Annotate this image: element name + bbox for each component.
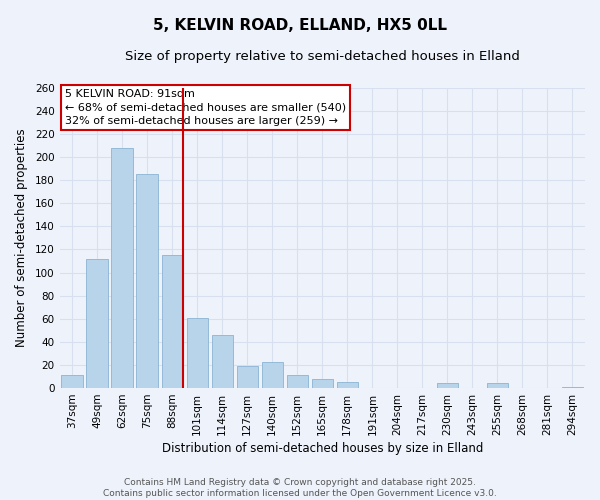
Bar xyxy=(86,258,108,388)
Bar xyxy=(212,335,233,388)
Y-axis label: Number of semi-detached properties: Number of semi-detached properties xyxy=(15,128,28,347)
Text: 5, KELVIN ROAD, ELLAND, HX5 0LL: 5, KELVIN ROAD, ELLAND, HX5 0LL xyxy=(153,18,447,32)
Title: Size of property relative to semi-detached houses in Elland: Size of property relative to semi-detach… xyxy=(125,50,520,63)
Bar xyxy=(487,384,508,388)
Bar xyxy=(112,148,133,388)
Bar xyxy=(287,376,308,388)
Bar xyxy=(337,382,358,388)
Bar xyxy=(562,387,583,388)
Bar xyxy=(136,174,158,388)
Bar xyxy=(262,362,283,388)
Bar xyxy=(437,384,458,388)
Bar xyxy=(311,379,333,388)
Bar xyxy=(61,376,83,388)
Text: 5 KELVIN ROAD: 91sqm
← 68% of semi-detached houses are smaller (540)
32% of semi: 5 KELVIN ROAD: 91sqm ← 68% of semi-detac… xyxy=(65,90,346,126)
Bar xyxy=(236,366,258,388)
Bar xyxy=(161,255,183,388)
Bar xyxy=(187,318,208,388)
Text: Contains HM Land Registry data © Crown copyright and database right 2025.
Contai: Contains HM Land Registry data © Crown c… xyxy=(103,478,497,498)
X-axis label: Distribution of semi-detached houses by size in Elland: Distribution of semi-detached houses by … xyxy=(161,442,483,455)
